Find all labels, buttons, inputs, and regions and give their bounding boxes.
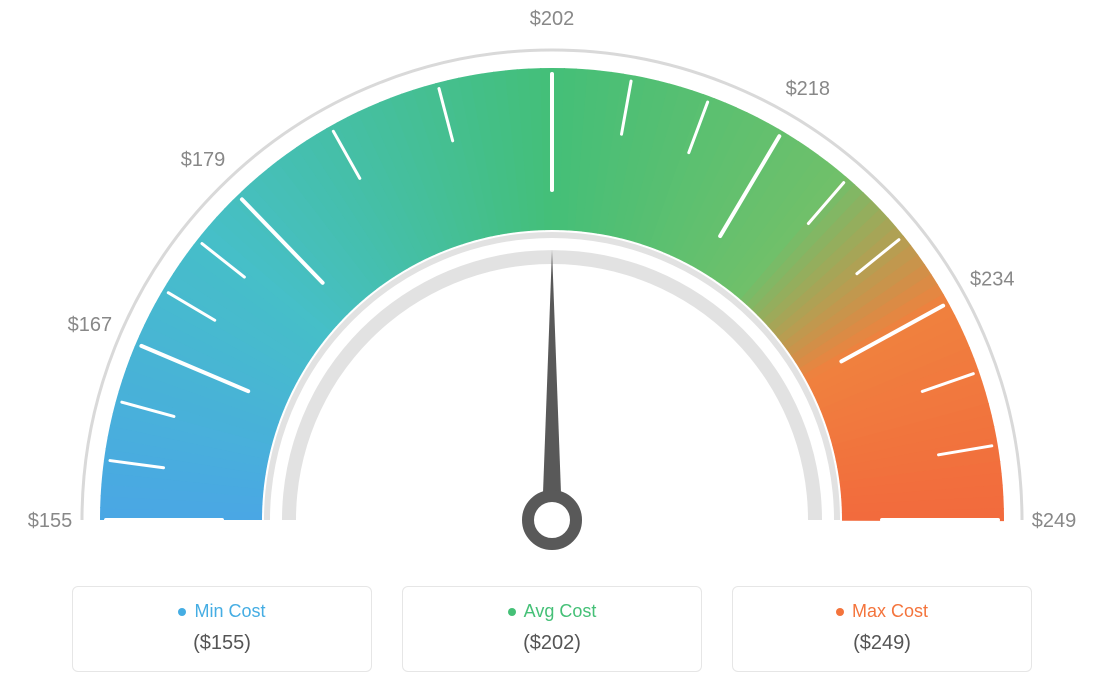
gauge-needle bbox=[542, 250, 562, 520]
tick-label: $218 bbox=[786, 78, 831, 100]
legend-title-avg: Avg Cost bbox=[508, 601, 597, 622]
legend-title-max: Max Cost bbox=[836, 601, 928, 622]
legend-row: Min Cost ($155) Avg Cost ($202) Max Cost… bbox=[0, 586, 1104, 672]
legend-card-max: Max Cost ($249) bbox=[732, 586, 1032, 672]
legend-value-avg: ($202) bbox=[403, 632, 701, 655]
tick-label: $202 bbox=[530, 8, 575, 30]
tick-label: $249 bbox=[1032, 510, 1077, 532]
cost-gauge-chart: $155 $167 $179 $202 $218 $234 $249 Min Cost ($… bbox=[0, 0, 1104, 690]
legend-label-avg: Avg Cost bbox=[524, 601, 597, 622]
tick-label: $167 bbox=[68, 314, 113, 336]
legend-label-min: Min Cost bbox=[194, 601, 265, 622]
legend-dot-avg bbox=[508, 608, 516, 616]
legend-title-min: Min Cost bbox=[178, 601, 265, 622]
tick-label: $234 bbox=[970, 269, 1015, 291]
legend-card-avg: Avg Cost ($202) bbox=[402, 586, 702, 672]
tick-label: $179 bbox=[181, 149, 226, 171]
tick-label: $155 bbox=[28, 510, 73, 532]
legend-value-min: ($155) bbox=[73, 632, 371, 655]
legend-card-min: Min Cost ($155) bbox=[72, 586, 372, 672]
legend-dot-min bbox=[178, 608, 186, 616]
legend-value-max: ($249) bbox=[733, 632, 1031, 655]
legend-label-max: Max Cost bbox=[852, 601, 928, 622]
legend-dot-max bbox=[836, 608, 844, 616]
gauge-needle-hub bbox=[528, 496, 576, 544]
